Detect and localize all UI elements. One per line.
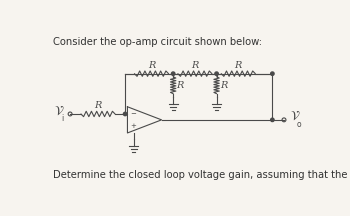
Text: R: R: [220, 81, 227, 90]
Circle shape: [215, 72, 218, 75]
Text: $\mathcal{V}$: $\mathcal{V}$: [290, 110, 301, 123]
Text: R: R: [148, 62, 155, 70]
Text: +: +: [131, 123, 137, 129]
Circle shape: [172, 72, 175, 75]
Text: $\mathcal{V}$: $\mathcal{V}$: [54, 104, 64, 117]
Text: Consider the op-amp circuit shown below:: Consider the op-amp circuit shown below:: [53, 37, 262, 47]
Circle shape: [271, 118, 274, 122]
Text: o: o: [296, 120, 301, 129]
Text: Determine the closed loop voltage gain, assuming that the op-amp is ideal.: Determine the closed loop voltage gain, …: [53, 170, 350, 180]
Text: i: i: [61, 114, 63, 123]
Text: R: R: [234, 62, 242, 70]
Text: −: −: [131, 111, 137, 117]
Text: R: R: [176, 81, 184, 90]
Circle shape: [271, 72, 274, 75]
Circle shape: [124, 112, 127, 116]
Text: R: R: [191, 62, 198, 70]
Text: R: R: [94, 101, 102, 110]
